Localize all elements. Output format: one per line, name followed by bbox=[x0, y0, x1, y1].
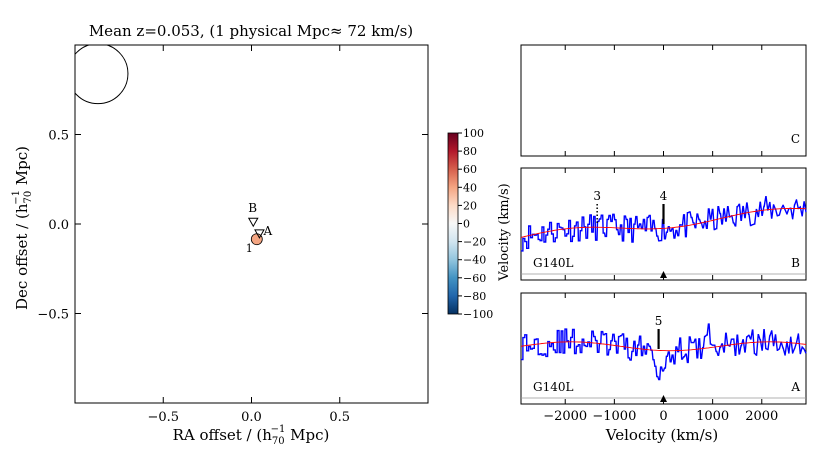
sky-y-tick-label: 0.5 bbox=[48, 129, 69, 144]
spectra-x-tick-label: 1000 bbox=[696, 409, 729, 424]
panel-label: B bbox=[791, 256, 800, 270]
figure-title: Mean z=0.053, (1 physical Mpc≈ 72 km/s) bbox=[89, 22, 413, 40]
spectra-x-tick-label: 0 bbox=[659, 409, 667, 424]
spectra-panels: C B G140L 3 4 A G140L 5 −2000 −1000 0 1000 2000 bbox=[520, 44, 807, 424]
colorbar-tick-label: 40 bbox=[463, 181, 477, 194]
galaxy-velocity-marker bbox=[660, 271, 667, 278]
spectra-x-label: Velocity (km/s) bbox=[605, 426, 718, 444]
panel-label: A bbox=[790, 380, 800, 394]
absorption-mark-label: 4 bbox=[660, 189, 668, 203]
panel-frame bbox=[520, 44, 807, 157]
sky-plot: −0.5 0.0 0.5 −0.5 0.0 0.5 1 BA RA offset / (h7… bbox=[11, 44, 429, 447]
spectrum-data bbox=[521, 196, 807, 252]
colorbar-tick-label: −20 bbox=[463, 236, 486, 249]
panel-frame bbox=[520, 292, 807, 405]
colorbar-tick-label: 20 bbox=[463, 199, 477, 212]
colorbar-tick-label: 100 bbox=[463, 127, 484, 140]
sky-content: 1 BA bbox=[75, 45, 272, 255]
sky-x-tick-label: 0.5 bbox=[329, 410, 350, 425]
sky-x-tick-label: −0.5 bbox=[147, 410, 179, 425]
spectrum-panel-A: A G140L 5 −2000 −1000 0 1000 2000 bbox=[520, 292, 807, 424]
colorbar-fill bbox=[447, 132, 459, 315]
spectra-y-label: Velocity (km/s) bbox=[497, 183, 512, 281]
spectrum-panel-C: C bbox=[520, 44, 807, 157]
spectrum-panel-B: B G140L 3 4 bbox=[520, 167, 807, 281]
colorbar-tick-label: −60 bbox=[463, 272, 486, 285]
absorption-mark-label: 3 bbox=[593, 189, 601, 203]
sky-y-label: Dec offset / (h70−1 Mpc) bbox=[11, 146, 34, 310]
colorbar-tick-label: 0 bbox=[463, 218, 470, 231]
sightline-label: B bbox=[248, 201, 257, 215]
grating-label: G140L bbox=[533, 380, 573, 394]
sky-x-tick-label: 0.0 bbox=[241, 410, 262, 425]
sky-y-tick-label: −0.5 bbox=[37, 308, 69, 323]
spectrum-model bbox=[520, 208, 806, 238]
spectra-x-tick-label: 2000 bbox=[745, 409, 778, 424]
colorbar: 100 80 60 40 20 0 −20 −40 −60 −80 −100 bbox=[447, 127, 493, 321]
galaxy-velocity-marker bbox=[660, 395, 667, 402]
sightline-label: A bbox=[262, 224, 272, 238]
spectra-x-tick-label: −1000 bbox=[592, 409, 636, 424]
panel-label: C bbox=[791, 132, 800, 146]
sightline-marker bbox=[254, 229, 265, 239]
galaxy-label: 1 bbox=[246, 242, 253, 255]
colorbar-tick-label: 60 bbox=[463, 163, 477, 176]
spectrum-model bbox=[520, 341, 807, 352]
colorbar-ticks: 100 80 60 40 20 0 −20 −40 −60 −80 −100 bbox=[458, 127, 493, 321]
sky-ticks: −0.5 0.0 0.5 −0.5 0.0 0.5 bbox=[37, 45, 428, 425]
sky-y-tick-label: 0.0 bbox=[48, 218, 69, 233]
colorbar-tick-label: 80 bbox=[463, 145, 477, 158]
colorbar-tick-label: −80 bbox=[463, 290, 486, 303]
colorbar-tick-label: −100 bbox=[463, 308, 493, 321]
sky-x-label: RA offset / (h70−1 Mpc) bbox=[173, 424, 330, 447]
colorbar-tick-label: −40 bbox=[463, 254, 486, 267]
sightline-marker bbox=[247, 217, 259, 228]
beam-circle bbox=[75, 45, 129, 105]
grating-label: G140L bbox=[533, 256, 573, 270]
absorption-mark-label: 5 bbox=[655, 314, 663, 328]
spectra-x-tick-label: −2000 bbox=[543, 409, 587, 424]
